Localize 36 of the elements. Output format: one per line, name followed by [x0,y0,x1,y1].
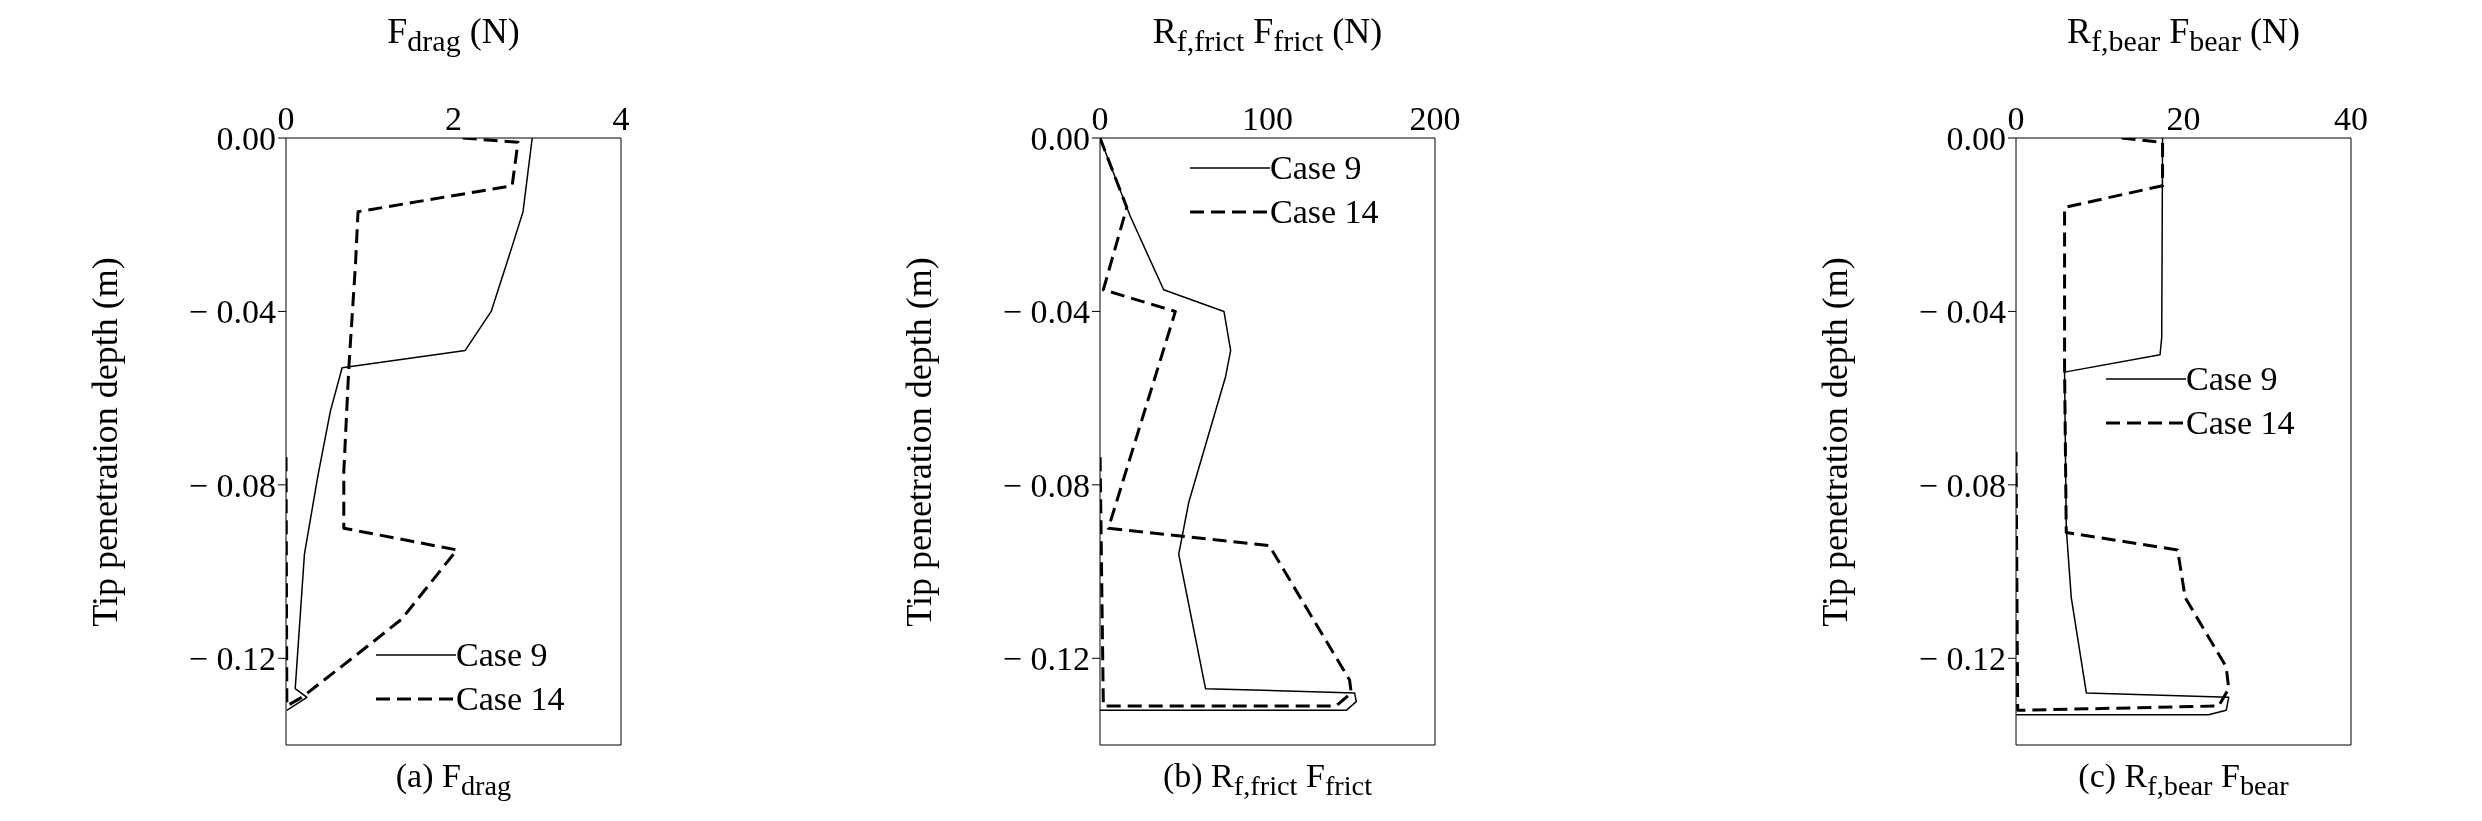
y-tick-label: − 0.12 [1002,640,1090,678]
legend-label: Case 14 [456,679,565,719]
text: (a) F$_{drag}$ [394,757,513,802]
x-tick-label: 0 [2007,100,2025,137]
y-tick-label: − 0.04 [188,293,276,331]
y-tick-label: 0.00 [1030,120,1090,158]
y-tick-label: − 0.04 [1002,293,1090,331]
y-axis-title: Tip penetration depth (m) [1814,256,1856,627]
x-axis-title: F$_{drag}$ (N) [386,10,521,59]
y-axis-title: Tip penetration depth (m) [84,256,126,627]
text: (c) R$_{f,bear}$ F$_{bear}$ [2077,757,2290,802]
x-tick-label: 20 [2166,100,2201,137]
y-tick-label: − 0.08 [188,466,276,504]
legend-label: Case 9 [456,635,548,675]
y-tick-label: − 0.08 [1002,466,1090,504]
y-axis-title: Tip penetration depth (m) [898,256,940,627]
y-tick-label: − 0.12 [188,640,276,678]
legend-label: Case 9 [1270,148,1362,188]
x-tick-label: 4 [612,100,630,137]
text: (b) R$_{f,frict}$ F$_{frict}$ [1161,757,1374,802]
legend-label: Case 14 [1270,192,1379,232]
x-tick-label: 100 [1242,100,1293,137]
x-tick-label: 0 [1091,100,1109,137]
x-axis-title: R$_{f,bear}$ F$_{bear}$ (N) [2066,10,2301,59]
y-tick-label: 0.00 [216,120,276,158]
x-axis-title: R$_{f,frict}$ F$_{frict}$ (N) [1151,10,1384,59]
x-tick-label: 40 [2334,100,2368,137]
y-tick-label: − 0.12 [1918,640,2006,678]
y-tick-label: 0.00 [1946,120,2006,158]
y-tick-label: − 0.04 [1918,293,2006,331]
legend-label: Case 14 [2186,402,2295,443]
legend-label: Case 9 [2186,358,2278,399]
x-tick-label: 200 [1409,100,1461,137]
x-tick-label: 2 [445,100,462,137]
x-tick-label: 0 [277,100,295,137]
y-tick-label: − 0.08 [1918,466,2006,504]
